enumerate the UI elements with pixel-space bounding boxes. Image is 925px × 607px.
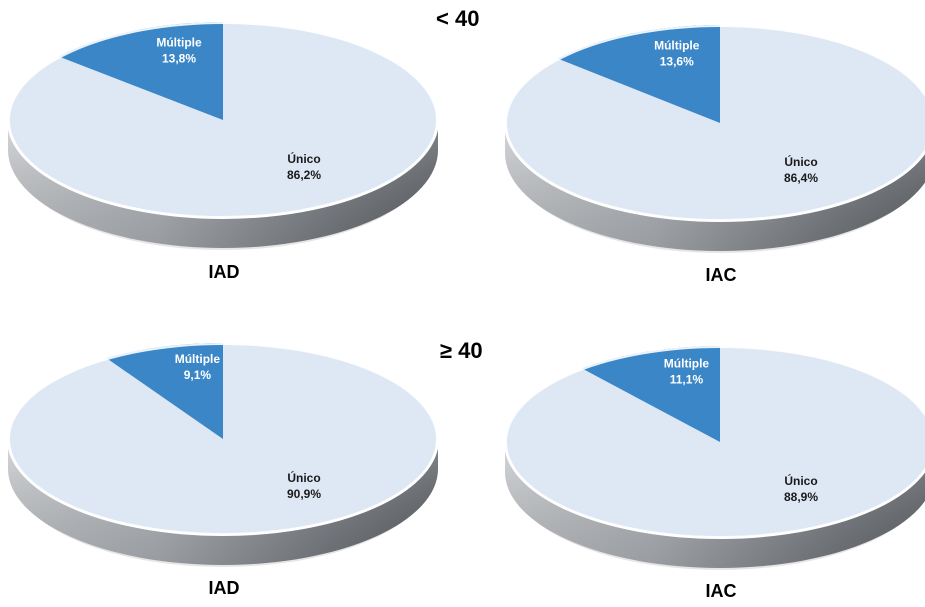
slice-label-multiple: Múltiple — [175, 352, 221, 366]
pie-side-shading — [505, 123, 925, 251]
pie-side-shading — [8, 120, 438, 248]
pie-side-shading — [505, 442, 925, 568]
pie-caption-iad-40-and-over: IAD — [208, 578, 240, 598]
slice-value-unico: 90,9% — [287, 487, 321, 501]
slice-value-unico: 86,4% — [784, 171, 818, 185]
slice-label-multiple: Múltiple — [156, 36, 202, 50]
pie-iac-under-40: Múltiple 13,6% Único 86,4% — [504, 24, 925, 253]
pie-slice-multiple — [557, 25, 720, 123]
slice-label-unico: Único — [784, 154, 817, 169]
slice-label-unico: Único — [784, 473, 817, 488]
slice-value-multiple: 9,1% — [184, 368, 212, 382]
pie-caption-iad-under-40: IAD — [208, 262, 240, 282]
pie-caption-iac-under-40: IAC — [705, 265, 737, 285]
slice-label-multiple: Múltiple — [664, 357, 710, 371]
slice-label-multiple: Múltiple — [654, 38, 700, 52]
pie-rim — [505, 346, 925, 538]
slice-label-unico: Único — [287, 151, 320, 166]
slice-value-unico: 88,9% — [784, 490, 818, 504]
slice-value-multiple: 13,6% — [660, 54, 694, 68]
pie-iad-40-and-over: Múltiple 9,1% Único 90,9% — [7, 342, 439, 567]
pie-rim — [505, 25, 925, 221]
pie-rim — [8, 343, 438, 535]
pie-iac-40-and-over: Múltiple 11,1% Único 88,9% — [504, 345, 925, 570]
pie-caption-iac-40-and-over: IAC — [705, 581, 737, 601]
pie-iad-under-40: Múltiple 13,8% Único 86,2% — [7, 21, 439, 250]
slice-value-unico: 86,2% — [287, 168, 321, 182]
group-title-under-40: < 40 — [436, 6, 480, 31]
pie-slice-multiple — [59, 22, 223, 120]
pie-slice-multiple — [581, 346, 720, 442]
slice-value-multiple: 13,8% — [162, 52, 196, 66]
slice-value-multiple: 11,1% — [670, 373, 704, 387]
pie-slice-multiple — [106, 343, 223, 439]
group-title-40-and-over: ≥ 40 — [440, 338, 483, 363]
pie-rim — [8, 22, 438, 218]
slice-label-unico: Único — [287, 470, 320, 485]
pie-side-shading — [8, 439, 438, 565]
